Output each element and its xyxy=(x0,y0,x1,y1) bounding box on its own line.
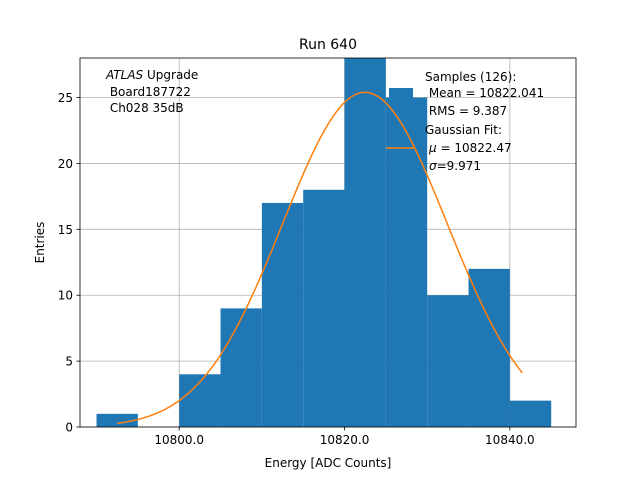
annotation-line-1: ATLAS Upgrade xyxy=(105,68,198,82)
annotation-board: Board187722 xyxy=(106,85,191,99)
y-tick-label: 5 xyxy=(65,355,73,369)
atlas-annotation: ATLAS Upgrade Board187722 Ch028 35dB xyxy=(105,68,198,115)
mu-symbol: μ xyxy=(428,141,437,155)
histogram-bar xyxy=(220,308,262,427)
y-tick-label: 20 xyxy=(58,157,73,171)
x-tick-label: 10840.0 xyxy=(485,433,535,447)
histogram-bar xyxy=(468,268,510,427)
sigma-symbol: σ xyxy=(429,159,437,173)
histogram-bar xyxy=(385,97,428,428)
histogram-bars xyxy=(96,58,552,428)
legend-mean: Mean = 10822.041 xyxy=(425,86,544,100)
x-tick-label: 10820.0 xyxy=(320,433,370,447)
histogram-bar xyxy=(303,189,345,427)
legend-fit-title: Gaussian Fit: xyxy=(425,123,502,137)
y-tick-label: 25 xyxy=(58,91,73,105)
legend-sigma: σ=9.971 xyxy=(429,159,481,173)
axis-ticks: 10800.0 10820.0 10840.0 0 5 10 15 20 25 xyxy=(58,91,535,447)
atlas-label: ATLAS xyxy=(105,68,144,82)
mu-value: = 10822.47 xyxy=(437,141,512,155)
x-axis-label: Energy [ADC Counts] xyxy=(265,456,392,470)
histogram-bar xyxy=(427,295,469,427)
legend-mu: μ = 10822.47 xyxy=(428,141,512,155)
legend-samples-title: Samples (126): xyxy=(425,70,516,84)
y-tick-label: 0 xyxy=(65,421,73,435)
x-tick-label: 10800.0 xyxy=(154,433,204,447)
histogram-bar xyxy=(509,400,552,427)
chart-title: Run 640 xyxy=(299,37,357,53)
gaussian-fit-curve xyxy=(117,91,523,425)
sigma-value: =9.971 xyxy=(437,159,481,173)
legend-rms: RMS = 9.387 xyxy=(425,104,507,118)
legend: Samples (126): Mean = 10822.041 RMS = 9.… xyxy=(386,70,544,173)
histogram-bar xyxy=(344,58,386,427)
histogram-bar xyxy=(179,374,221,427)
upgrade-label: Upgrade xyxy=(143,68,198,82)
histogram-bar xyxy=(96,413,138,427)
y-tick-label: 15 xyxy=(58,223,73,237)
annotation-channel: Ch028 35dB xyxy=(106,101,184,115)
histogram-bar xyxy=(261,202,304,427)
axes-frame xyxy=(79,57,577,428)
y-tick-label: 10 xyxy=(58,289,73,303)
legend-histogram-swatch xyxy=(389,88,413,98)
y-axis-label: Entries xyxy=(33,222,47,264)
